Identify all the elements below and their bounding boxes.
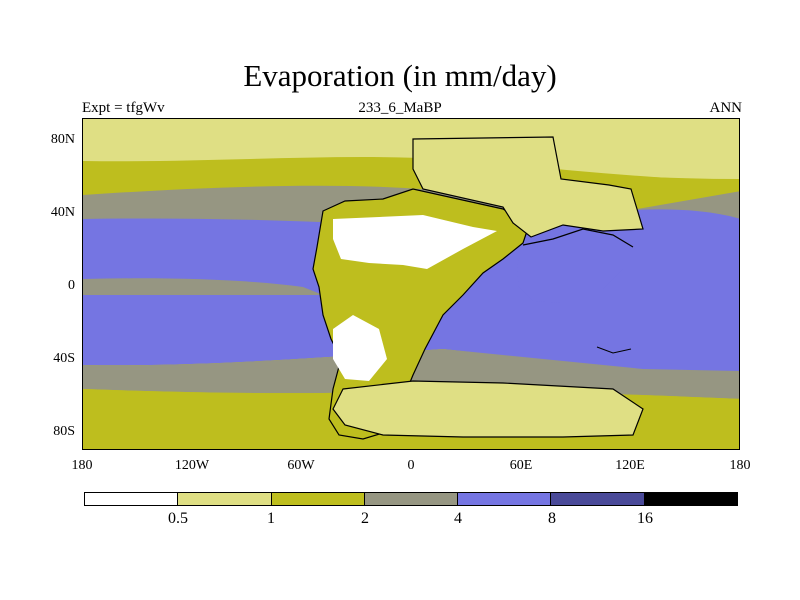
continent-antarctica <box>332 380 644 438</box>
legend-swatch <box>644 493 737 505</box>
x-tick-label: 120W <box>174 458 210 473</box>
legend-label: 4 <box>454 510 462 527</box>
north-polar-band <box>83 119 739 181</box>
equatorial-grey-patch <box>83 278 323 295</box>
island-coast <box>596 346 632 354</box>
evaporation-map <box>82 118 740 450</box>
y-tick-label: 40N <box>50 205 75 220</box>
x-tick-label: 60E <box>509 458 533 473</box>
experiment-label: Expt = tfgWv <box>82 100 165 116</box>
inland-sea <box>517 229 633 303</box>
continent-eurasia <box>412 136 644 238</box>
legend-swatch <box>551 493 645 505</box>
color-legend <box>84 492 738 506</box>
time-label: 233_6_MaBP <box>358 100 442 116</box>
legend-swatch <box>85 493 179 505</box>
legend-swatch <box>364 493 459 505</box>
x-tick-label: 60W <box>287 458 315 473</box>
legend-label: 16 <box>637 510 653 527</box>
land-arid-north <box>333 215 497 269</box>
legend-swatch <box>271 493 365 505</box>
legend-label: 0.5 <box>168 510 188 527</box>
legend-label: 8 <box>548 510 556 527</box>
x-tick-label: 180 <box>729 458 751 473</box>
legend-swatch <box>178 493 272 505</box>
season-label: ANN <box>709 100 743 116</box>
inland-sea-coast <box>522 228 634 248</box>
x-tick-label: 120E <box>615 458 645 473</box>
legend-label: 1 <box>267 510 275 527</box>
land-arid-south <box>333 315 387 381</box>
y-tick-label: 0 <box>68 278 75 293</box>
map-title: Evaporation (in mm/day) <box>243 58 557 93</box>
map-canvas <box>83 119 739 449</box>
y-tick-label: 40S <box>53 351 75 366</box>
x-tick-label: 180 <box>71 458 93 473</box>
y-tick-label: 80S <box>53 424 75 439</box>
y-tick-label: 80N <box>50 132 75 147</box>
legend-label: 2 <box>361 510 369 527</box>
legend-swatch <box>458 493 552 505</box>
x-tick-label: 0 <box>407 458 415 473</box>
